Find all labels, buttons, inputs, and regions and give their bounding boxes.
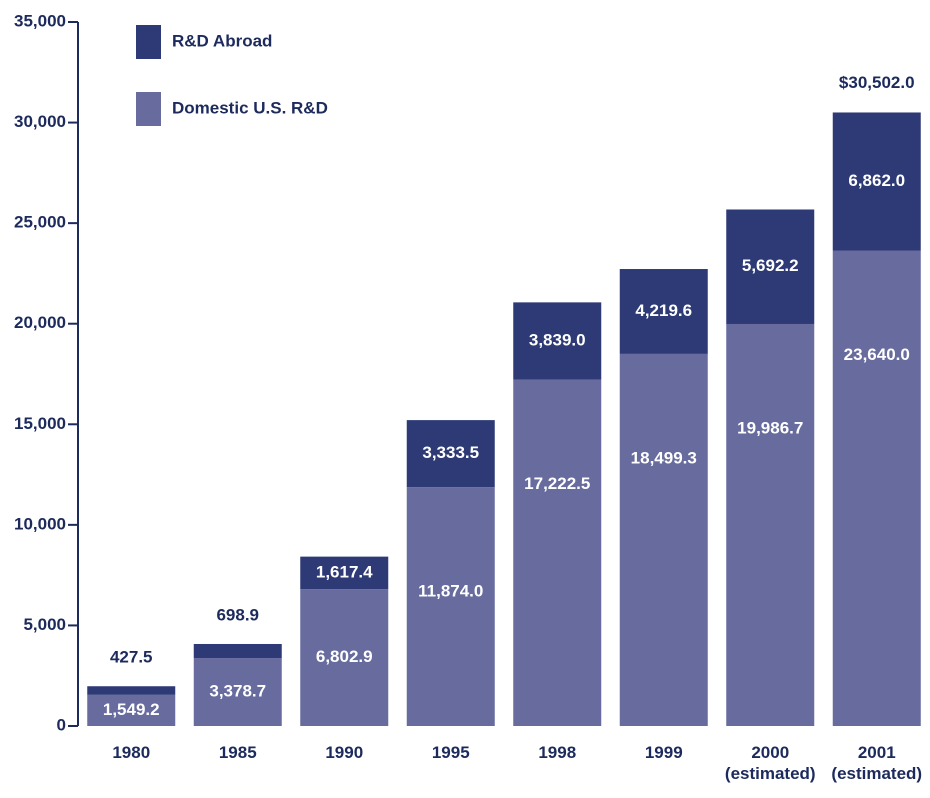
value-label: 18,499.3: [631, 448, 697, 467]
x-tick-label: 1980: [112, 743, 151, 762]
bar-segment: [832, 250, 921, 726]
value-label: 23,640.0: [844, 345, 910, 364]
bar-segment: [726, 209, 815, 324]
value-label: 698.9: [216, 605, 259, 624]
bar-segment: [87, 686, 176, 695]
x-tick-label: 1998: [538, 743, 577, 762]
y-tick-label: 30,000: [14, 112, 66, 131]
y-tick-label: 0: [57, 715, 66, 734]
x-tick-label: 2001 (estimated): [831, 743, 923, 783]
value-label: 1,617.4: [316, 562, 373, 581]
legend-swatch: [136, 92, 161, 126]
legend-label: Domestic U.S. R&D: [172, 98, 328, 117]
x-tick-label: 1990: [325, 743, 364, 762]
bar-segment: [513, 379, 602, 726]
x-tick-label: 1985: [218, 743, 257, 762]
value-label: 19,986.7: [737, 418, 803, 437]
bar-segment: [193, 658, 282, 726]
value-label: 3,333.5: [422, 443, 479, 462]
bar-segment: [619, 353, 708, 726]
legend-label: R&D Abroad: [172, 31, 272, 50]
y-tick-label: 15,000: [14, 414, 66, 433]
value-label: 6,802.9: [316, 647, 373, 666]
bar-segment: [406, 487, 495, 726]
bar-segment: [300, 589, 389, 726]
bar-segment: [619, 269, 708, 354]
value-label: 3,378.7: [209, 682, 266, 701]
x-tick-label: 2000 (estimated): [724, 743, 816, 783]
value-label: 4,219.6: [635, 301, 692, 320]
bar-segment: [726, 323, 815, 726]
value-label: 11,874.0: [418, 582, 483, 601]
bar-segment: [87, 694, 176, 726]
y-tick-label: 35,000: [14, 11, 66, 30]
bar-segment: [406, 420, 495, 488]
bar-segment: [513, 302, 602, 380]
bar-segment: [300, 556, 389, 590]
value-label: 6,862.0: [848, 171, 905, 190]
x-tick-label: 1995: [431, 743, 470, 762]
bar-segment: [832, 112, 921, 251]
value-label: 5,692.2: [742, 256, 799, 275]
value-label: 3,839.0: [529, 330, 586, 349]
y-tick-label: 5,000: [23, 615, 66, 634]
value-label: 1,549.2: [103, 700, 160, 719]
bar-segment: [193, 643, 282, 659]
value-label: 427.5: [110, 648, 153, 667]
total-label: $30,502.0: [839, 73, 915, 92]
legend-swatch: [136, 25, 161, 59]
value-label: 17,222.5: [524, 474, 590, 493]
x-tick-label: 1999: [644, 743, 683, 762]
y-tick-label: 10,000: [14, 514, 66, 533]
y-tick-label: 20,000: [14, 313, 66, 332]
y-tick-label: 25,000: [14, 213, 66, 232]
